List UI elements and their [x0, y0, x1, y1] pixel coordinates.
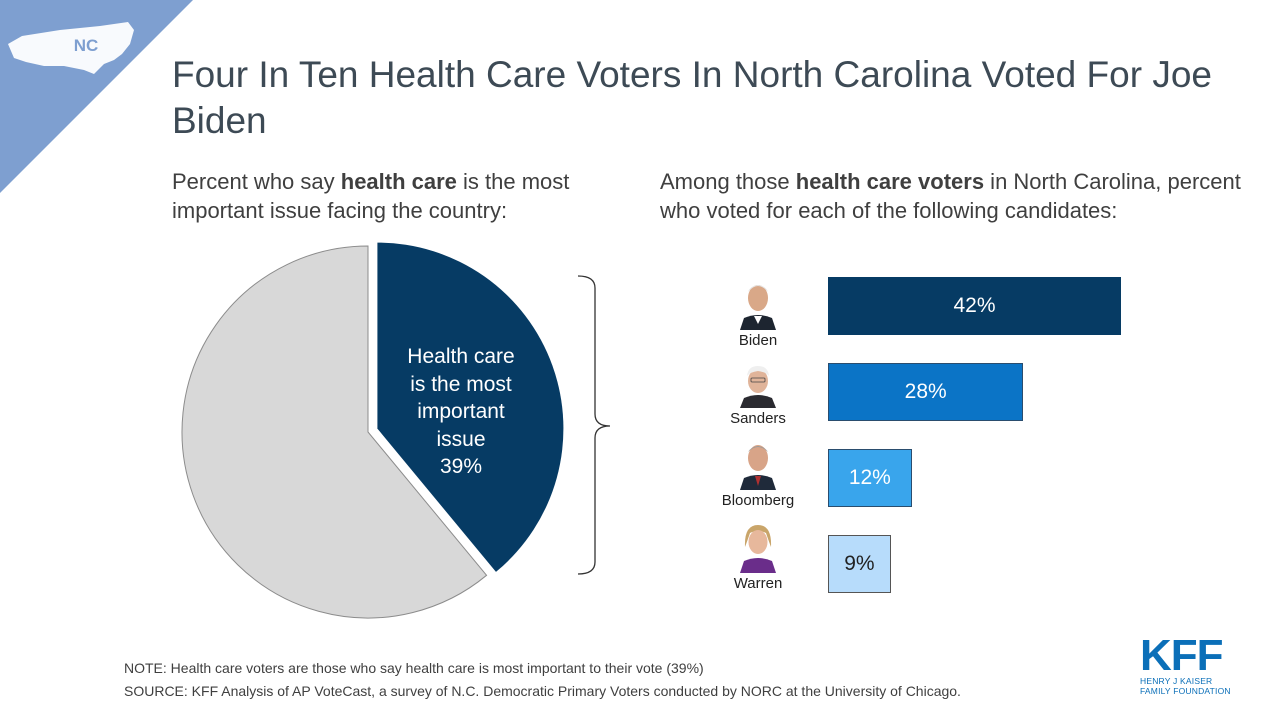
warren-portrait-icon [740, 525, 776, 573]
biden-portrait-icon [740, 285, 776, 330]
bar-biden: 42% [828, 277, 1121, 335]
right-subtitle-text-end: in North Carolina, percent who voted for… [660, 169, 1241, 223]
pie-label-line: 39% [439, 455, 483, 478]
candidate-warren: Warren [716, 519, 800, 592]
state-corner-banner: NC [0, 0, 193, 193]
bar-bloomberg: 12% [828, 449, 912, 507]
page-title: Four In Ten Health Care Voters In North … [172, 54, 1212, 141]
bar-value-label: 28% [904, 380, 947, 403]
bar-value-label: 9% [844, 552, 875, 575]
left-subtitle-text: Percent who say [172, 169, 341, 194]
pie-slice-label: Health care is the most important issue 39% [380, 343, 542, 481]
sanders-portrait-icon [740, 366, 776, 408]
left-subtitle-text-end: is the most important issue facing the c… [172, 169, 570, 223]
candidate-name: Bloomberg [721, 492, 795, 509]
candidate-name: Warren [733, 575, 783, 592]
state-badge: NC [74, 36, 99, 55]
right-subtitle: Among those health care voters in North … [660, 167, 1260, 225]
candidate-sanders: Sanders [716, 360, 800, 427]
pie-slice-health-care [377, 242, 564, 572]
kff-logo-line2: FAMILY FOUNDATION [1140, 686, 1231, 696]
left-subtitle-emphasis: health care [340, 169, 457, 194]
bar-warren: 9% [828, 535, 891, 593]
source-note: SOURCE: KFF Analysis of AP VoteCast, a s… [124, 683, 961, 699]
pie-label-line: issue [436, 427, 486, 451]
left-subtitle: Percent who say health care is the most … [172, 167, 632, 225]
candidate-bloomberg: Bloomberg [716, 436, 800, 509]
kff-logo-mark: KFF [1140, 631, 1224, 680]
kff-logo: KFF HENRY J KAISER FAMILY FOUNDATION [1140, 631, 1240, 697]
kff-logo-line1: HENRY J KAISER [1140, 676, 1213, 686]
candidate-name: Biden [738, 332, 778, 349]
bracket [577, 275, 611, 575]
nc-state-icon [8, 22, 134, 74]
right-subtitle-text: Among those [660, 169, 796, 194]
candidate-biden: Biden [716, 276, 800, 349]
candidate-name: Sanders [730, 410, 786, 427]
bar-value-label: 12% [848, 466, 891, 489]
bar-value-label: 42% [953, 294, 996, 317]
pie-label-line: important [417, 400, 505, 423]
footnote: NOTE: Health care voters are those who s… [124, 660, 704, 676]
bloomberg-portrait-icon [740, 445, 776, 490]
right-subtitle-emphasis: health care voters [795, 169, 985, 194]
pie-slice-other [181, 245, 488, 619]
bar-sanders: 28% [828, 363, 1024, 421]
pie-label-line: Health care [407, 345, 515, 368]
pie-label-line: is the most [410, 372, 512, 396]
